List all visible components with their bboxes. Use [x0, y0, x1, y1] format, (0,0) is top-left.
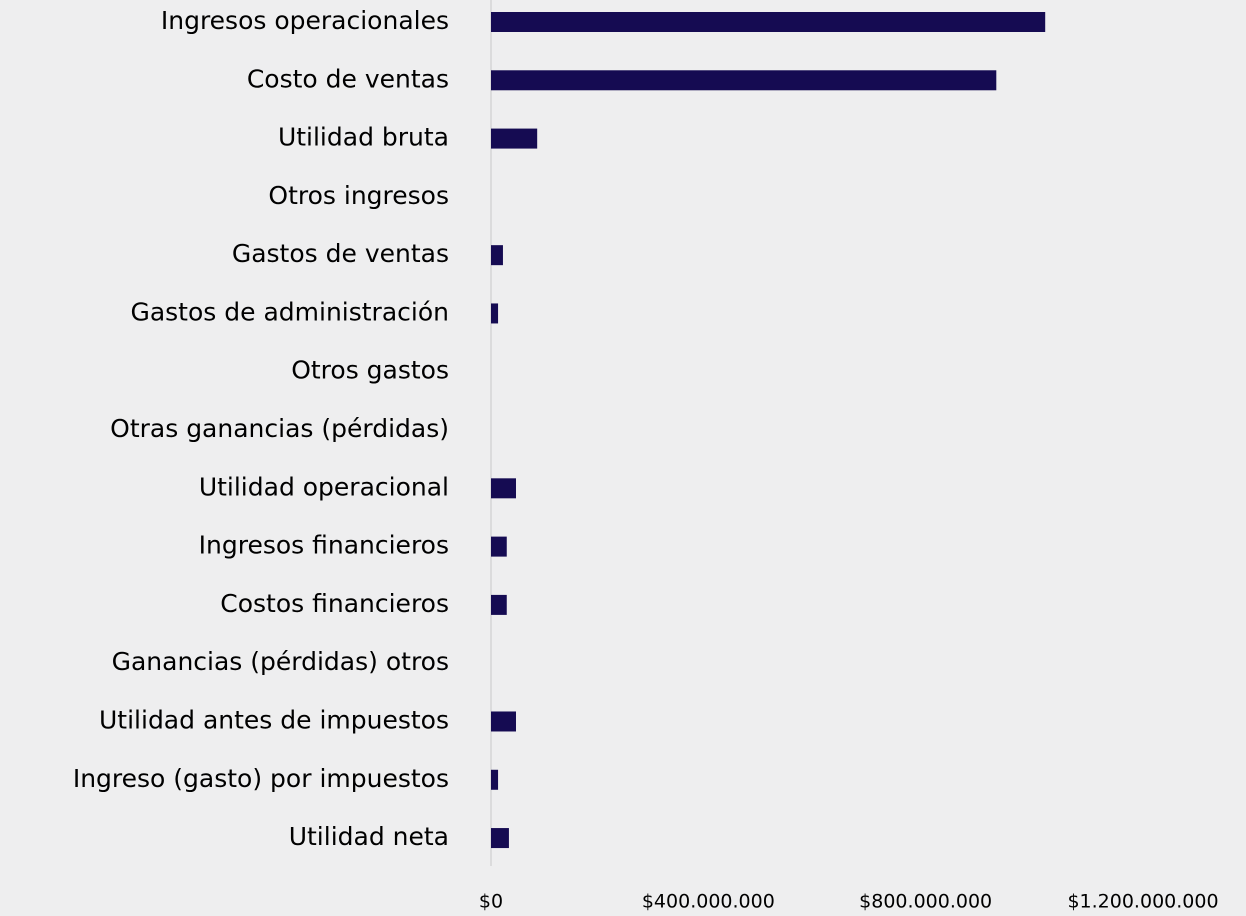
- x-tick-label: $0: [479, 891, 503, 913]
- bar: [491, 711, 516, 732]
- bar: [491, 594, 507, 615]
- category-label: Utilidad operacional: [199, 472, 449, 501]
- category-label: Otros gastos: [291, 356, 449, 385]
- bar: [491, 70, 997, 91]
- x-tick-label: $1.200.000.000: [1067, 891, 1218, 913]
- x-tick-label: $800.000.000: [859, 891, 992, 913]
- category-label: Otras ganancias (pérdidas): [110, 414, 449, 443]
- category-label: Ingreso (gasto) por impuestos: [73, 764, 449, 793]
- bar: [491, 245, 503, 266]
- category-label: Ingresos financieros: [199, 531, 449, 560]
- bar: [491, 128, 538, 149]
- category-label: Utilidad antes de impuestos: [99, 705, 449, 734]
- bar: [491, 478, 516, 499]
- bar: [491, 536, 507, 557]
- category-label: Utilidad neta: [289, 822, 449, 851]
- category-label: Costos financieros: [220, 589, 449, 618]
- category-label: Ingresos operacionales: [161, 6, 449, 35]
- category-label: Costo de ventas: [247, 64, 449, 93]
- bar: [491, 303, 499, 324]
- category-label: Gastos de ventas: [232, 239, 449, 268]
- bar: [491, 828, 509, 849]
- category-label: Ganancias (pérdidas) otros: [112, 647, 449, 676]
- bar: [491, 769, 499, 790]
- category-label: Otros ingresos: [268, 181, 449, 210]
- x-tick-label: $400.000.000: [642, 891, 775, 913]
- bar: [491, 12, 1046, 32]
- category-label: Utilidad bruta: [278, 123, 449, 152]
- category-label: Gastos de administración: [130, 297, 449, 326]
